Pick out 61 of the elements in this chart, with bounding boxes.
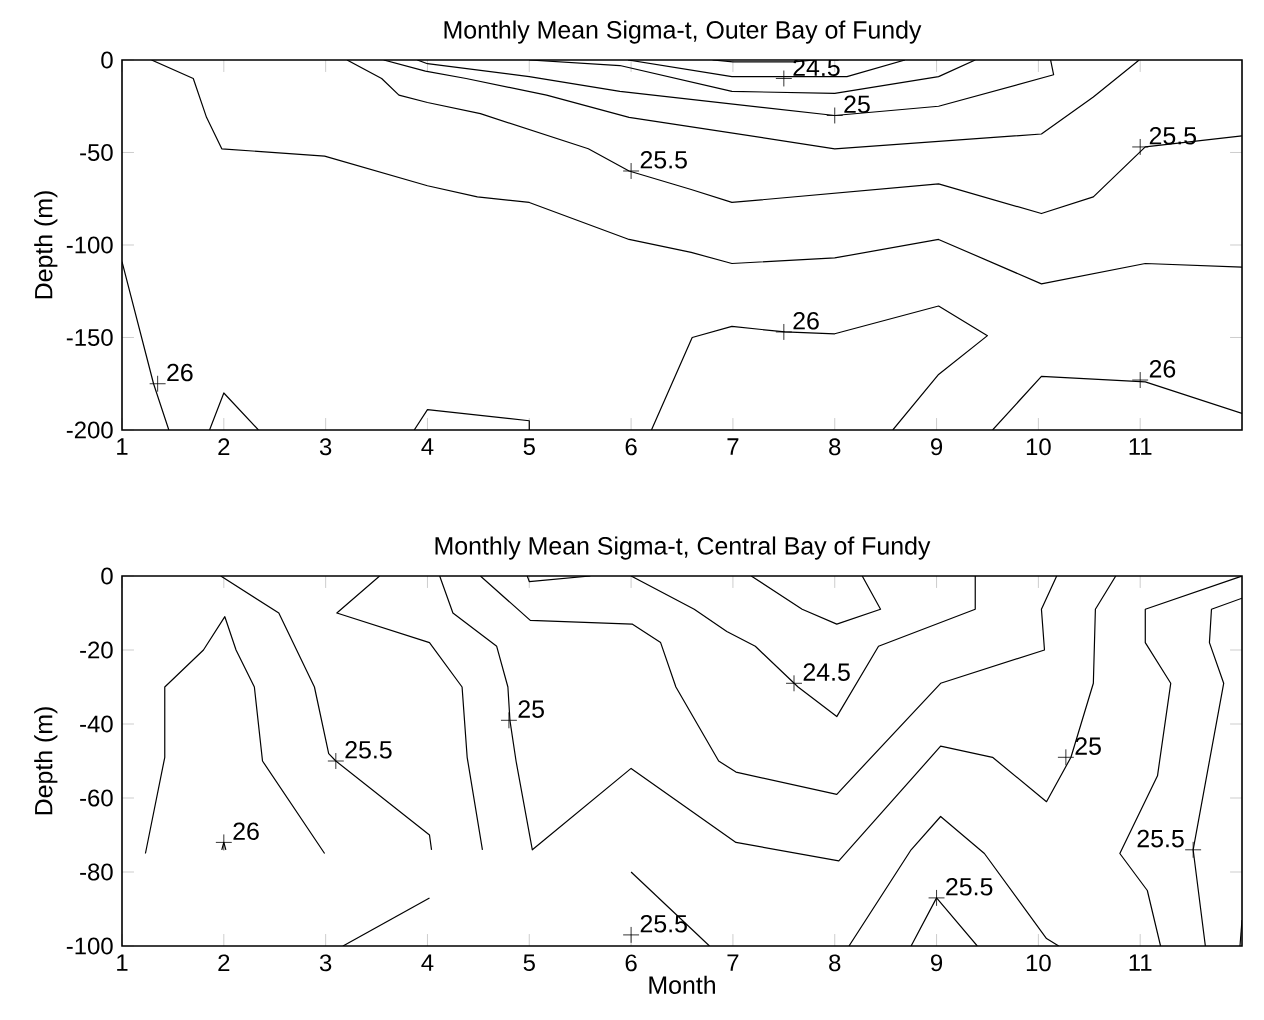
x-tick-label: 2 (218, 954, 230, 972)
x-tick-label: 3 (319, 954, 332, 972)
annotation: 24.5 (803, 663, 850, 681)
x-tick-label: 11 (1129, 954, 1152, 971)
y-tick-label: -50 (80, 144, 113, 161)
y-tick-label: 0 (101, 567, 113, 585)
chart-title: Monthly Mean Sigma-t, Outer Bay of Fundy (444, 20, 922, 44)
annotation: 26 (233, 822, 259, 841)
x-tick-label: 10 (1026, 438, 1051, 456)
x-tick-label: 7 (727, 954, 739, 971)
annotation: 25.5 (345, 740, 392, 759)
x-tick-label: 8 (829, 954, 841, 972)
y-tick-label: -20 (80, 641, 113, 659)
x-tick-label: 1 (117, 954, 128, 971)
y-axis-title: Depth (m) (34, 707, 58, 815)
annotation: 25.5 (1149, 126, 1196, 145)
x-tick-label: 11 (1129, 438, 1152, 455)
line-series (144, 616, 326, 855)
annotation: 26 (167, 363, 193, 382)
x-tick-label: 6 (625, 954, 637, 972)
x-tick-label: 10 (1026, 954, 1051, 972)
y-tick-label: -100 (66, 937, 113, 955)
x-tick-label: 4 (421, 438, 434, 455)
x-tick-label: 1 (117, 438, 128, 455)
point (775, 323, 793, 341)
x-tick-label: 2 (218, 438, 230, 456)
annotation: 25.5 (640, 150, 687, 169)
y-axis-title: Depth (m) (34, 191, 58, 299)
point (928, 889, 945, 907)
y-tick-label: -60 (80, 789, 113, 807)
annotation: 25 (518, 700, 544, 718)
x-tick-label: 4 (421, 954, 434, 971)
y-tick-label: -80 (80, 863, 113, 881)
y-tick-label: -150 (66, 329, 113, 346)
annotation: 26 (1149, 360, 1176, 378)
chart-title: Monthly Mean Sigma-t, Central Bay of Fundy (435, 536, 931, 560)
annotation: 25.5 (946, 877, 993, 896)
point (149, 375, 167, 393)
point (327, 752, 345, 770)
annotation: 25.5 (1137, 829, 1184, 848)
annotation: 25.5 (640, 914, 687, 933)
y-tick-label: 0 (101, 51, 113, 69)
point (826, 107, 844, 124)
x-tick-label: 6 (625, 438, 637, 456)
x-tick-label: 5 (523, 954, 535, 972)
x-tick-label: 7 (727, 438, 739, 455)
annotation: 26 (793, 311, 819, 330)
point (1184, 841, 1202, 859)
y-tick-label: -200 (66, 421, 113, 439)
point (622, 162, 640, 180)
x-tick-label: 8 (829, 438, 841, 456)
x-tick-label: 9 (931, 954, 943, 972)
x-tick-label: 9 (931, 438, 943, 456)
point (500, 711, 518, 729)
x-tick-label: 5 (523, 438, 535, 456)
annotation: 25 (844, 95, 870, 114)
y-tick-label: -100 (66, 236, 113, 254)
y-tick-label: -40 (80, 715, 113, 733)
annotation: 25 (1075, 737, 1101, 755)
x-tick-label: 3 (319, 438, 332, 456)
x-axis-title: Month (649, 975, 715, 994)
